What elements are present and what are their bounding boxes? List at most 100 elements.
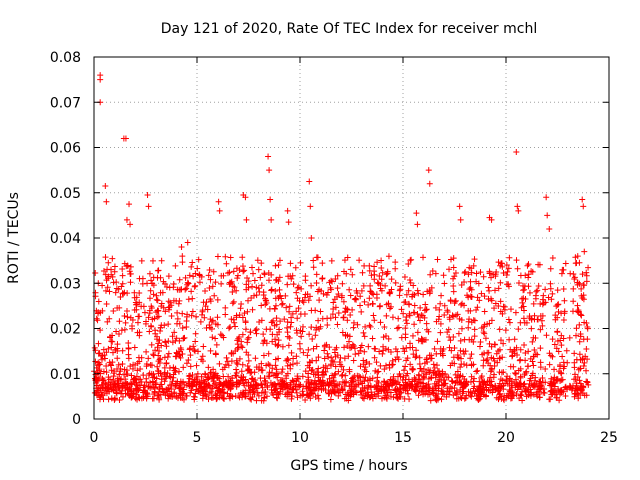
scatter-point — [441, 312, 448, 319]
scatter-point — [554, 301, 561, 308]
scatter-point — [461, 350, 468, 357]
scatter-point — [395, 315, 402, 322]
scatter-point — [196, 381, 203, 388]
scatter-point — [412, 354, 419, 361]
scatter-point — [247, 395, 254, 402]
scatter-point — [92, 358, 99, 365]
scatter-point — [405, 390, 412, 397]
scatter-point — [158, 257, 165, 264]
scatter-point — [147, 379, 154, 386]
scatter-point — [496, 355, 503, 362]
scatter-point — [188, 263, 195, 270]
scatter-point — [355, 381, 362, 388]
scatter-point — [233, 312, 240, 319]
scatter-point — [335, 310, 342, 317]
scatter-point — [301, 311, 308, 318]
scatter-point — [371, 317, 378, 324]
scatter-point — [233, 287, 240, 294]
scatter-point — [324, 350, 331, 357]
scatter-point — [205, 364, 212, 371]
scatter-point — [293, 381, 300, 388]
scatter-point — [457, 337, 464, 344]
scatter-point — [387, 376, 394, 383]
scatter-point — [350, 357, 357, 364]
scatter-point — [547, 265, 554, 272]
scatter-point — [471, 390, 478, 397]
scatter-point — [378, 265, 385, 272]
scatter-point — [551, 366, 558, 373]
scatter-point — [272, 262, 279, 269]
scatter-point — [288, 395, 295, 402]
scatter-point — [524, 386, 531, 393]
scatter-point — [379, 269, 386, 276]
scatter-point — [283, 304, 290, 311]
scatter-point — [432, 304, 439, 311]
scatter-point — [491, 341, 498, 348]
scatter-point — [349, 375, 356, 382]
scatter-point — [118, 382, 125, 389]
scatter-point — [357, 388, 364, 395]
scatter-point — [146, 328, 153, 335]
scatter-point — [430, 361, 437, 368]
scatter-point — [313, 279, 320, 286]
scatter-point — [517, 365, 524, 372]
scatter-point — [452, 270, 459, 277]
scatter-point — [96, 366, 103, 373]
scatter-point — [133, 294, 140, 301]
scatter-point — [269, 331, 276, 338]
scatter-point — [161, 322, 168, 329]
scatter-point — [166, 364, 173, 371]
scatter-point — [351, 296, 358, 303]
scatter-point — [549, 290, 556, 297]
scatter-point — [556, 391, 563, 398]
scatter-point — [368, 391, 375, 398]
scatter-point — [154, 363, 161, 370]
scatter-point — [374, 259, 381, 266]
scatter-point — [497, 337, 504, 344]
scatter-point — [520, 282, 527, 289]
scatter-point — [381, 366, 388, 373]
scatter-point — [505, 316, 512, 323]
scatter-point — [121, 326, 128, 333]
scatter-point — [122, 390, 129, 397]
scatter-point — [434, 368, 441, 375]
scatter-point — [293, 308, 300, 315]
scatter-point — [227, 323, 234, 330]
scatter-point — [195, 256, 202, 263]
scatter-point — [459, 390, 466, 397]
scatter-point — [124, 371, 131, 378]
scatter-point — [441, 380, 448, 387]
scatter-point — [125, 344, 132, 351]
scatter-point — [506, 319, 513, 326]
scatter-point — [421, 307, 428, 314]
scatter-point — [111, 396, 118, 403]
scatter-point — [422, 301, 429, 308]
scatter-point — [155, 267, 162, 274]
y-tick-label: 0.06 — [50, 141, 81, 157]
scatter-point — [347, 393, 354, 400]
scatter-point — [339, 371, 346, 378]
scatter-point — [182, 286, 189, 293]
scatter-point — [118, 375, 125, 382]
scatter-point — [157, 324, 164, 331]
scatter-point — [525, 271, 532, 278]
scatter-point — [450, 255, 457, 262]
scatter-point — [409, 332, 416, 339]
scatter-point — [510, 363, 517, 370]
scatter-point — [105, 374, 112, 381]
scatter-point — [162, 392, 169, 399]
scatter-point — [404, 381, 411, 388]
scatter-point — [216, 382, 223, 389]
scatter-point — [100, 377, 107, 384]
scatter-point — [174, 315, 181, 322]
scatter-point — [416, 360, 423, 367]
scatter-point — [148, 323, 155, 330]
scatter-point — [366, 262, 373, 269]
scatter-point — [535, 282, 542, 289]
scatter-point — [286, 303, 293, 310]
scatter-point — [158, 376, 165, 383]
scatter-point — [466, 286, 473, 293]
scatter-point — [161, 369, 168, 376]
scatter-point — [102, 254, 109, 261]
scatter-point — [386, 290, 393, 297]
